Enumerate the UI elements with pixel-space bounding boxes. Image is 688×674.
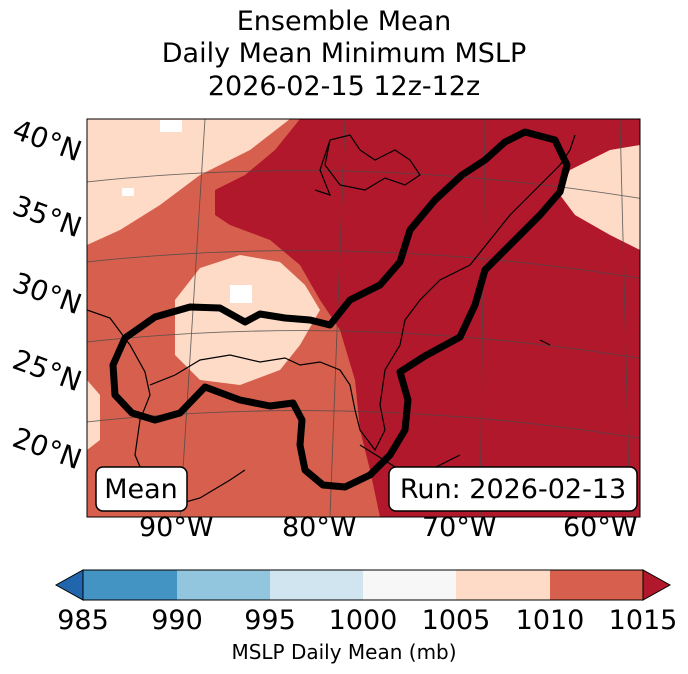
field-1005-1010-west [87, 380, 100, 450]
run-box-label: Run: 2026-02-13 [400, 474, 626, 505]
cb-tick-1005: 1005 [421, 605, 491, 636]
cb-tick-995: 995 [244, 605, 296, 636]
colorbar-label: MSLP Daily Mean (mb) [231, 640, 457, 664]
cb-tick-1000: 1000 [328, 605, 398, 636]
cb-tick-985: 985 [57, 605, 109, 636]
colorbar-1010-1015 [550, 570, 643, 600]
colorbar-985-990 [83, 570, 177, 600]
cb-tick-990: 990 [151, 605, 203, 636]
mslp-field [87, 119, 640, 517]
colorbar-extend-low [54, 569, 84, 601]
colorbar-995-1000 [270, 570, 363, 600]
field-lt-1005-west [122, 188, 134, 196]
cb-tick-1010: 1010 [515, 605, 585, 636]
colorbar-extend-high [642, 569, 672, 601]
title-line-2: Daily Mean Minimum MSLP [161, 38, 527, 69]
field-lt-1005-gulf [230, 285, 252, 303]
mean-box: Mean [95, 466, 188, 512]
title-line-3: 2026-02-15 12z-12z [207, 71, 481, 102]
field-1005-1010-nw [87, 119, 290, 245]
colorbar-990-995 [177, 570, 270, 600]
mslp-contour [109, 128, 571, 491]
lon-label-70w: 70°W [422, 512, 497, 543]
colorbar [54, 569, 672, 601]
field-lt-1005-nw [160, 120, 182, 132]
colorbar-1000-1005 [363, 570, 456, 600]
title-line-1: Ensemble Mean [236, 6, 452, 37]
run-box: Run: 2026-02-13 [388, 466, 638, 512]
lon-label-60w: 60°W [563, 512, 638, 543]
field-1005-1010-atlantic [560, 145, 640, 250]
lon-label-90w: 90°W [139, 512, 214, 543]
colorbar-1005-1010 [456, 570, 550, 600]
mean-box-label: Mean [104, 474, 178, 505]
cb-tick-1015: 1015 [608, 605, 678, 636]
lon-label-80w: 80°W [282, 512, 357, 543]
map-frame [86, 118, 641, 518]
